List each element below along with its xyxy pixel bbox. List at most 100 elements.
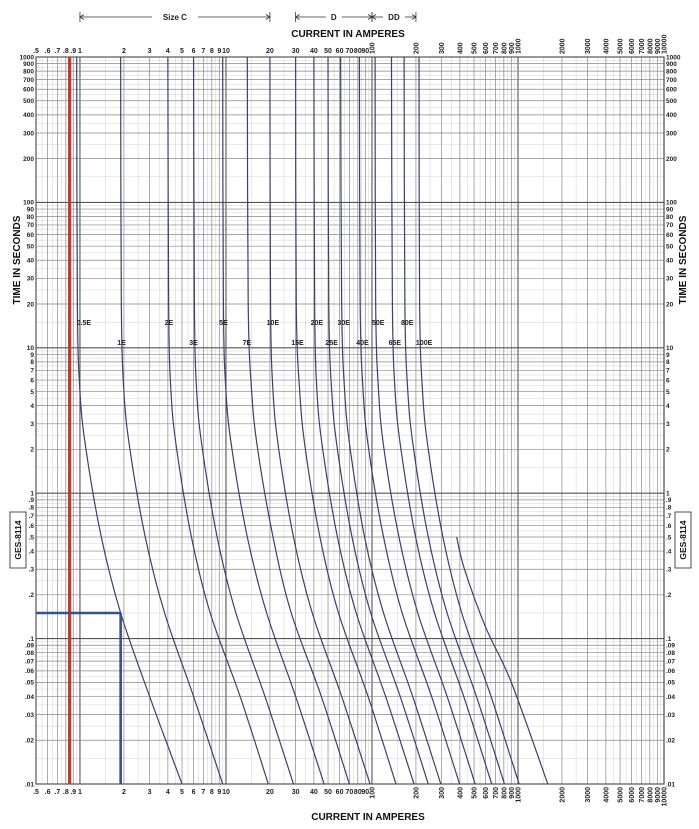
x-tick-top: 4000 bbox=[603, 38, 610, 54]
y-tick-right: .7 bbox=[666, 513, 672, 520]
curve-label-50e: 50E bbox=[372, 320, 385, 327]
y-tick-right: .9 bbox=[666, 497, 672, 504]
y-tick-left: .09 bbox=[25, 643, 34, 650]
minor-grid bbox=[36, 57, 664, 784]
x-tick-top: 6 bbox=[192, 48, 196, 55]
x-tick-top: 7 bbox=[201, 48, 205, 55]
y-tick-left: .06 bbox=[25, 668, 34, 675]
y-tick-right: 2 bbox=[666, 447, 670, 454]
bracket-label: Size C bbox=[163, 13, 187, 22]
doc-id-left-text: GES-8114 bbox=[13, 520, 23, 559]
x-tick-bottom: 3000 bbox=[585, 787, 592, 803]
x-axis-title-top: CURRENT IN AMPERES bbox=[291, 29, 405, 40]
x-tick-top: .9 bbox=[70, 48, 76, 55]
y-tick-left: .4 bbox=[29, 548, 35, 555]
bracket-label: DD bbox=[388, 13, 400, 22]
x-tick-top: .6 bbox=[45, 48, 51, 55]
x-tick-top: 40 bbox=[310, 48, 318, 55]
x-tick-bottom: 4 bbox=[166, 789, 170, 796]
x-tick-top: 1 bbox=[78, 48, 82, 55]
y-tick-right: 400 bbox=[666, 112, 677, 119]
curve-label-80e: 80E bbox=[401, 320, 414, 327]
x-tick-bottom: 1 bbox=[78, 789, 82, 796]
y-tick-left: 200 bbox=[23, 156, 34, 163]
x-tick-bottom: 8 bbox=[210, 789, 214, 796]
bracket-arrow bbox=[265, 14, 271, 20]
x-tick-bottom: 40 bbox=[310, 789, 318, 796]
curve-label-20e: 20E bbox=[311, 320, 324, 327]
y-tick-right: 600 bbox=[666, 87, 677, 94]
x-tick-bottom: 9000 bbox=[655, 787, 662, 803]
y-axis-title-right: TIME IN SECONDS bbox=[678, 215, 689, 304]
plot-frame bbox=[35, 56, 665, 785]
y-tick-left: 40 bbox=[27, 258, 35, 265]
x-tick-bottom: 50 bbox=[324, 789, 332, 796]
x-tick-bottom: 5 bbox=[180, 789, 184, 796]
y-tick-right: 300 bbox=[666, 130, 677, 137]
x-tick-top: 6000 bbox=[629, 38, 636, 54]
fuse-curve-extra-16 bbox=[456, 536, 549, 785]
x-tick-top: 50 bbox=[324, 48, 332, 55]
x-tick-top: 200 bbox=[413, 42, 420, 54]
y-tick-left: 8 bbox=[30, 359, 34, 366]
y-tick-left: 700 bbox=[23, 77, 34, 84]
x-tick-bottom: 2 bbox=[122, 789, 126, 796]
y-tick-right: 60 bbox=[666, 232, 674, 239]
bracket-arrow bbox=[371, 14, 377, 20]
x-tick-top: 4 bbox=[166, 48, 170, 55]
y-tick-left: 50 bbox=[27, 243, 35, 250]
y-tick-left: .07 bbox=[25, 658, 34, 665]
major-grid bbox=[35, 56, 665, 785]
y-tick-right: 6 bbox=[666, 377, 670, 384]
x-axis-title-bottom: CURRENT IN AMPERES bbox=[311, 812, 425, 823]
x-tick-bottom: 70 bbox=[345, 789, 353, 796]
fuse-curve-1e bbox=[120, 56, 224, 785]
y-tick-left: 600 bbox=[23, 87, 34, 94]
x-tick-top: .8 bbox=[63, 48, 69, 55]
x-tick-bottom: .9 bbox=[70, 789, 76, 796]
size-brackets: Size C D DD bbox=[79, 12, 417, 22]
x-tick-top: 700 bbox=[493, 42, 500, 54]
x-tick-bottom: 700 bbox=[493, 787, 500, 799]
y-tick-right: 800 bbox=[666, 68, 677, 75]
x-tick-top: .7 bbox=[54, 48, 60, 55]
fuse-curve-65e bbox=[390, 56, 493, 785]
y-tick-left: 800 bbox=[23, 68, 34, 75]
y-tick-left: .1 bbox=[29, 636, 35, 643]
x-tick-bottom: 30 bbox=[292, 789, 300, 796]
y-tick-right: 80 bbox=[666, 214, 674, 221]
y-tick-left: .05 bbox=[25, 680, 34, 687]
x-tick-bottom: .5 bbox=[33, 789, 39, 796]
x-tick-bottom: 5000 bbox=[618, 787, 625, 803]
x-tick-top: 600 bbox=[483, 42, 490, 54]
doc-id-right-text: GES-8114 bbox=[678, 520, 688, 559]
y-tick-left: 90 bbox=[27, 206, 35, 213]
x-tick-bottom: 9 bbox=[217, 789, 221, 796]
y-tick-right: .07 bbox=[666, 658, 675, 665]
fuse-curve-15e bbox=[295, 56, 397, 785]
x-tick-top: 60 bbox=[336, 48, 344, 55]
y-tick-right: 5 bbox=[666, 389, 670, 396]
y-tick-left: 4 bbox=[30, 403, 34, 410]
y-tick-left: 60 bbox=[27, 232, 35, 239]
y-tick-left: 900 bbox=[23, 61, 34, 68]
curve-label-25e: 25E bbox=[325, 340, 338, 347]
y-tick-right: 1000 bbox=[666, 54, 681, 61]
y-tick-left: .5 bbox=[29, 534, 35, 541]
y-tick-left: 300 bbox=[23, 130, 34, 137]
x-tick-top: 20 bbox=[266, 48, 274, 55]
fuse-curve-50e bbox=[374, 56, 476, 785]
x-tick-bottom: 60 bbox=[336, 789, 344, 796]
curve-label-2e: 2E bbox=[165, 320, 174, 327]
annotation-lines bbox=[36, 57, 122, 784]
fuse-curve-2e bbox=[167, 56, 269, 785]
x-tick-top: 9 bbox=[217, 48, 221, 55]
y-tick-right: .2 bbox=[666, 592, 672, 599]
y-tick-right: 900 bbox=[666, 61, 677, 68]
x-tick-top: 400 bbox=[457, 42, 464, 54]
bracket-size-c: Size C bbox=[79, 12, 271, 22]
y-tick-right: 30 bbox=[666, 276, 674, 283]
y-tick-left: 1000 bbox=[20, 54, 35, 61]
